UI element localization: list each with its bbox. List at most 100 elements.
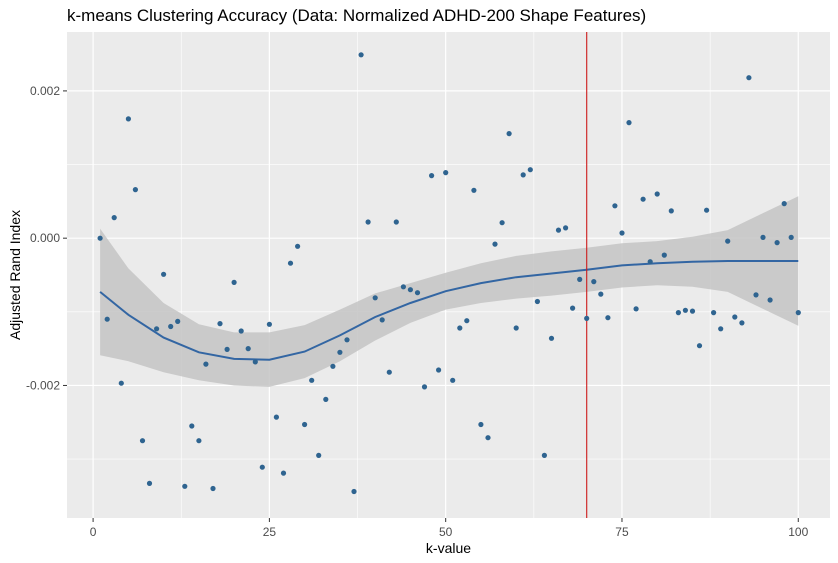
data-point — [682, 307, 689, 313]
data-point — [464, 318, 470, 324]
data-point — [302, 421, 308, 428]
data-point — [146, 480, 153, 486]
data-point — [788, 234, 794, 240]
data-point — [393, 219, 399, 225]
data-point — [450, 377, 456, 383]
chart-title: k-means Clustering Accuracy (Data: Norma… — [67, 6, 647, 25]
data-point — [633, 306, 639, 312]
data-point — [104, 316, 110, 322]
data-point — [640, 196, 646, 202]
data-point — [316, 452, 322, 458]
data-point — [182, 483, 188, 489]
data-point — [97, 235, 103, 241]
data-point — [443, 170, 449, 176]
data-point — [139, 438, 146, 444]
x-axis-ticks: 0 25 50 75 100 — [90, 518, 809, 539]
data-point — [231, 279, 237, 285]
data-point — [386, 369, 392, 375]
data-point — [436, 367, 442, 373]
data-point — [774, 240, 780, 246]
data-point — [675, 310, 682, 316]
data-point — [118, 380, 124, 386]
data-point — [760, 234, 766, 240]
data-point — [266, 321, 272, 327]
data-point — [372, 295, 378, 301]
data-point — [161, 271, 167, 277]
data-point — [520, 172, 526, 178]
data-point — [365, 219, 371, 225]
data-point — [513, 325, 519, 331]
data-point — [421, 384, 428, 390]
x-axis-title: k-value — [426, 540, 471, 556]
data-point — [478, 421, 484, 428]
data-point — [541, 452, 548, 458]
data-point — [746, 75, 752, 81]
data-point — [337, 349, 343, 355]
y-tick-label: -0.002 — [26, 378, 60, 392]
data-point — [273, 414, 279, 420]
data-point — [125, 116, 131, 122]
data-point — [492, 241, 498, 247]
data-point — [407, 287, 413, 293]
data-point — [555, 227, 562, 233]
data-point — [527, 167, 533, 173]
data-point — [429, 173, 435, 179]
data-point — [548, 335, 555, 341]
x-tick-label: 50 — [439, 525, 453, 539]
data-point — [111, 215, 117, 221]
data-point — [168, 323, 174, 330]
data-point — [309, 377, 315, 383]
data-point — [344, 337, 350, 343]
data-point — [732, 314, 738, 320]
data-point — [711, 310, 717, 316]
data-point — [358, 52, 364, 58]
major-gridlines — [67, 32, 830, 518]
data-point — [189, 423, 195, 429]
data-point — [668, 208, 674, 214]
data-point — [563, 225, 569, 231]
data-point — [499, 220, 505, 226]
x-tick-label: 100 — [788, 525, 808, 539]
data-point — [203, 361, 209, 367]
data-point — [739, 320, 745, 326]
data-point — [577, 276, 583, 282]
x-tick-label: 25 — [263, 525, 277, 539]
data-point — [654, 191, 660, 197]
data-point — [295, 243, 301, 249]
data-point — [767, 297, 773, 303]
data-point — [626, 120, 632, 126]
data-point — [570, 305, 576, 311]
data-point — [689, 308, 696, 314]
data-point — [753, 292, 759, 298]
data-point — [217, 321, 223, 327]
data-point — [252, 359, 258, 365]
smooth-trend-line — [99, 260, 799, 361]
data-point — [259, 464, 265, 470]
data-point — [351, 488, 357, 495]
data-point — [661, 252, 667, 258]
data-point — [175, 318, 181, 324]
data-point — [598, 291, 604, 297]
data-point — [605, 315, 611, 321]
data-point — [619, 230, 625, 236]
data-point — [696, 343, 703, 349]
data-point — [612, 203, 618, 209]
data-point — [238, 328, 244, 334]
data-point — [323, 396, 329, 402]
confidence-band — [100, 196, 799, 387]
data-point — [287, 260, 294, 266]
data-point — [506, 131, 512, 137]
y-axis-title: Adjusted Rand Index — [7, 210, 23, 340]
data-point — [330, 363, 336, 369]
data-point — [224, 346, 230, 352]
data-point — [534, 298, 541, 305]
data-point — [795, 310, 801, 316]
data-point — [280, 470, 287, 476]
data-point — [457, 325, 463, 331]
data-point — [400, 284, 406, 290]
minor-gridlines — [67, 32, 830, 518]
y-axis-ticks: -0.002 0.000 0.002 — [26, 84, 67, 392]
data-point — [196, 438, 202, 444]
data-point — [704, 207, 710, 213]
